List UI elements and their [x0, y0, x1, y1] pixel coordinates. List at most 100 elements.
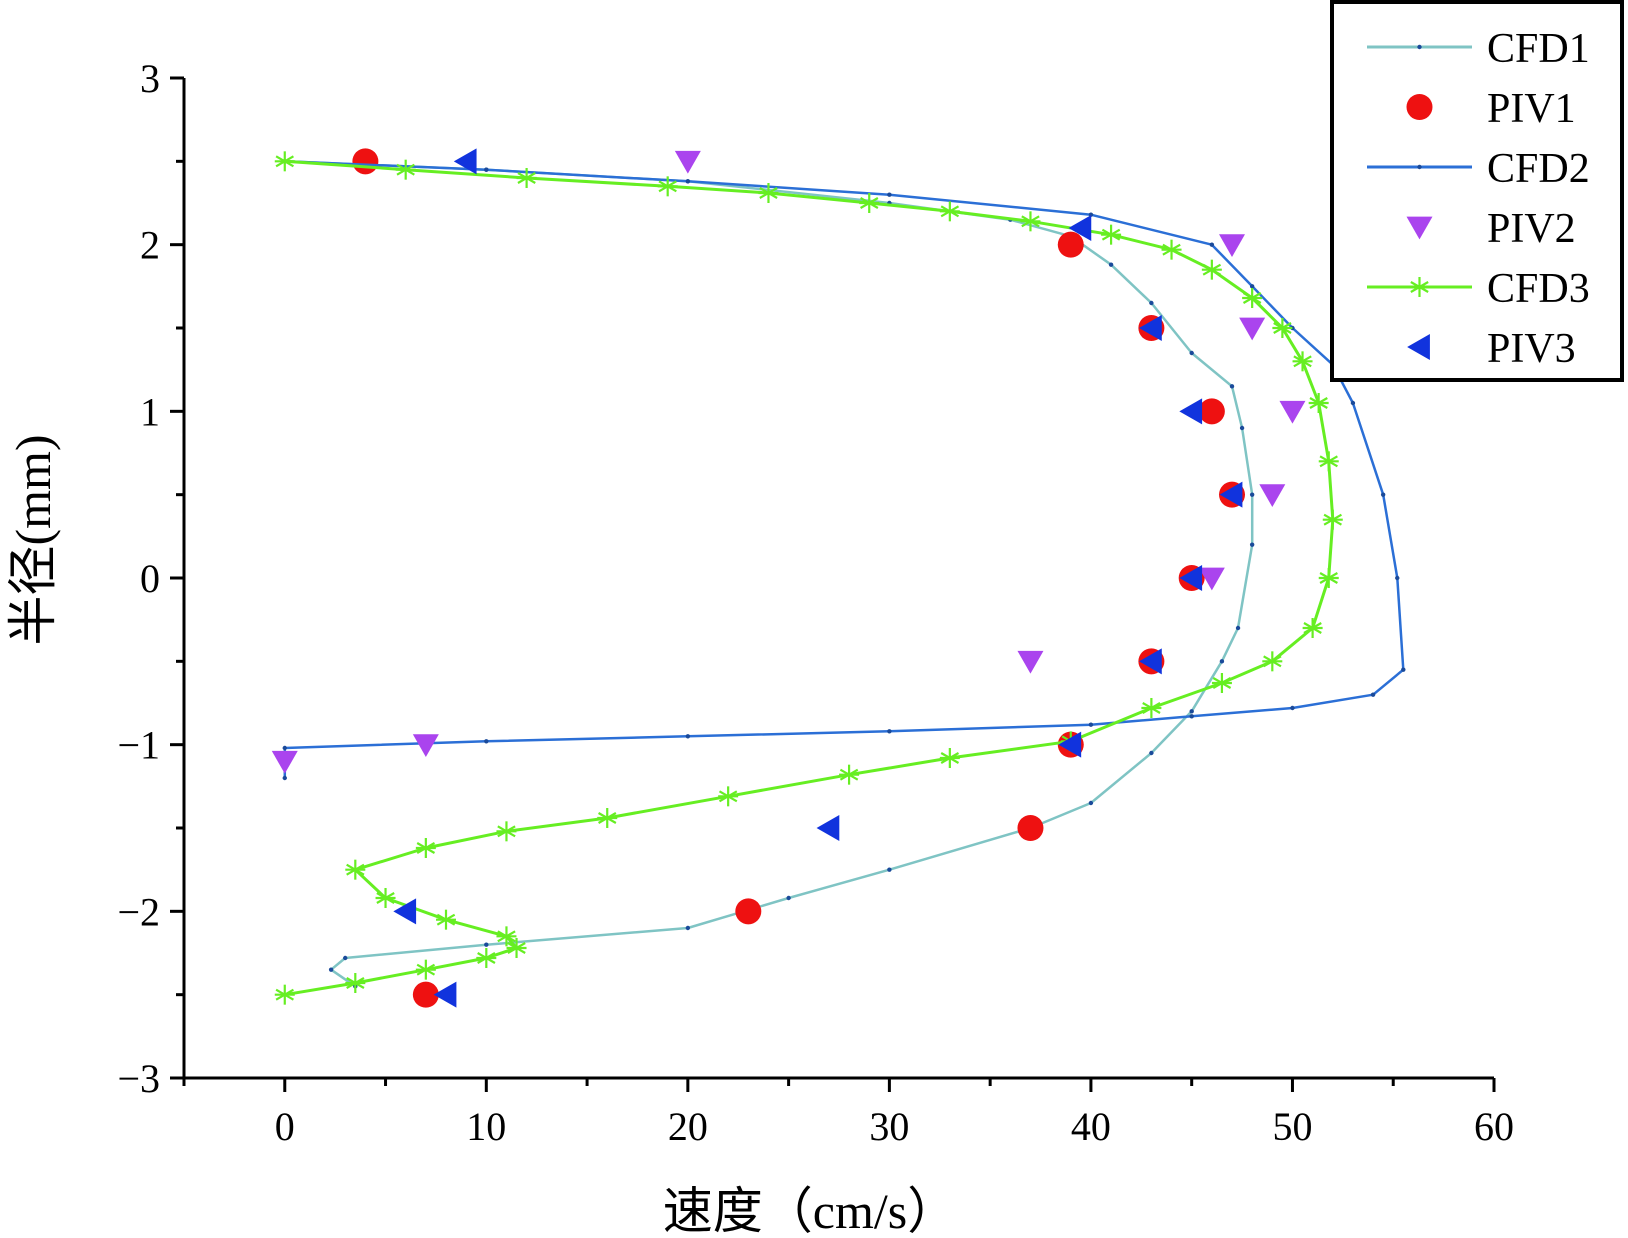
data-point	[1292, 351, 1313, 372]
data-point	[476, 948, 497, 968]
legend-item-cfd1: CFD1	[1367, 26, 1590, 72]
data-point	[393, 898, 417, 925]
y-tick-label: −3	[117, 1056, 160, 1101]
data-point	[1259, 484, 1286, 508]
x-tick-label: 0	[275, 1104, 295, 1149]
y-tick-label: −2	[117, 889, 160, 934]
data-point	[436, 909, 456, 930]
data-point	[1308, 393, 1329, 413]
legend-swatch-marker	[1417, 164, 1422, 170]
data-point	[887, 867, 892, 872]
data-point	[1088, 722, 1094, 727]
data-point	[274, 151, 295, 172]
data-point	[412, 734, 439, 758]
data-point	[1179, 565, 1203, 591]
x-tick-label: 40	[1071, 1104, 1111, 1149]
data-point	[343, 955, 348, 961]
data-point	[1219, 659, 1225, 664]
x-tick-label: 30	[869, 1104, 909, 1149]
legend-label: PIV3	[1487, 326, 1576, 372]
x-tick-label: 50	[1272, 1104, 1312, 1149]
data-point	[1101, 224, 1122, 245]
data-point	[484, 942, 489, 947]
data-point	[816, 815, 840, 841]
data-point	[758, 183, 779, 203]
data-point	[859, 193, 880, 213]
x-tick-label: 60	[1474, 1104, 1514, 1149]
series-piv2	[271, 150, 1306, 774]
data-point	[674, 150, 701, 174]
data-point	[415, 959, 436, 980]
data-point	[1179, 398, 1203, 425]
data-point	[1088, 800, 1094, 806]
x-tick-label: 10	[466, 1104, 506, 1149]
data-point	[1058, 731, 1082, 758]
data-point	[1020, 211, 1041, 232]
legend-swatch-marker	[1407, 334, 1430, 360]
data-point	[1108, 262, 1114, 267]
data-point	[1149, 300, 1154, 306]
data-point	[1239, 425, 1245, 431]
data-point	[1198, 398, 1225, 425]
data-point	[839, 764, 860, 785]
data-point	[282, 775, 287, 781]
series-piv1	[352, 148, 1245, 1008]
data-point	[516, 168, 537, 188]
data-point	[1219, 234, 1245, 258]
data-point	[345, 859, 366, 880]
legend: CFD1 PIV1 CFD2 PIV2 CFD3 PIV3	[1330, 0, 1624, 382]
data-point	[1149, 750, 1154, 756]
legend-box	[1330, 0, 1624, 382]
y-tick-label: 3	[140, 56, 160, 101]
data-point	[657, 176, 678, 197]
data-point	[735, 898, 762, 925]
data-point	[786, 895, 791, 901]
data-point	[685, 925, 691, 931]
data-point	[415, 838, 436, 858]
data-point	[1161, 239, 1182, 260]
data-point	[1141, 698, 1162, 718]
legend-item-piv2: PIV2	[1406, 206, 1576, 252]
data-point	[506, 938, 527, 958]
data-point	[1290, 705, 1295, 711]
data-point	[1189, 350, 1194, 356]
data-point	[1211, 673, 1232, 693]
data-point	[1380, 492, 1386, 497]
data-point	[1139, 648, 1162, 675]
data-point	[1318, 451, 1339, 472]
data-point	[1209, 242, 1215, 247]
legend-label: CFD2	[1487, 146, 1590, 192]
data-point	[1272, 318, 1293, 338]
y-tick-label: 2	[140, 223, 160, 268]
data-point	[282, 745, 287, 751]
data-point	[271, 750, 298, 774]
data-point	[1017, 650, 1044, 674]
y-tick-label: 1	[140, 389, 160, 434]
data-point	[1322, 509, 1343, 530]
legend-item-cfd2: CFD2	[1367, 146, 1590, 192]
data-point	[1219, 481, 1243, 508]
data-point	[433, 981, 457, 1008]
plot-area	[271, 148, 1406, 1008]
data-point	[1235, 625, 1241, 631]
legend-label: PIV2	[1487, 206, 1576, 252]
data-point	[1370, 692, 1376, 697]
data-point	[484, 739, 489, 744]
data-point	[1302, 618, 1323, 638]
data-point	[1401, 667, 1406, 672]
y-tick-label: 0	[140, 556, 160, 601]
data-point	[1201, 259, 1222, 280]
legend-label: PIV1	[1487, 86, 1576, 132]
series-cfd2	[282, 159, 1406, 781]
data-point	[1350, 400, 1356, 406]
y-tick-label: −1	[117, 723, 160, 768]
data-point	[597, 808, 618, 828]
data-point	[1249, 542, 1255, 547]
series-line-cfd3	[284, 159, 1335, 997]
data-point	[1068, 215, 1092, 241]
legend-swatch-marker	[1409, 277, 1430, 297]
data-point	[1249, 284, 1255, 289]
data-point	[484, 167, 489, 172]
x-tick-label: 20	[668, 1104, 708, 1149]
